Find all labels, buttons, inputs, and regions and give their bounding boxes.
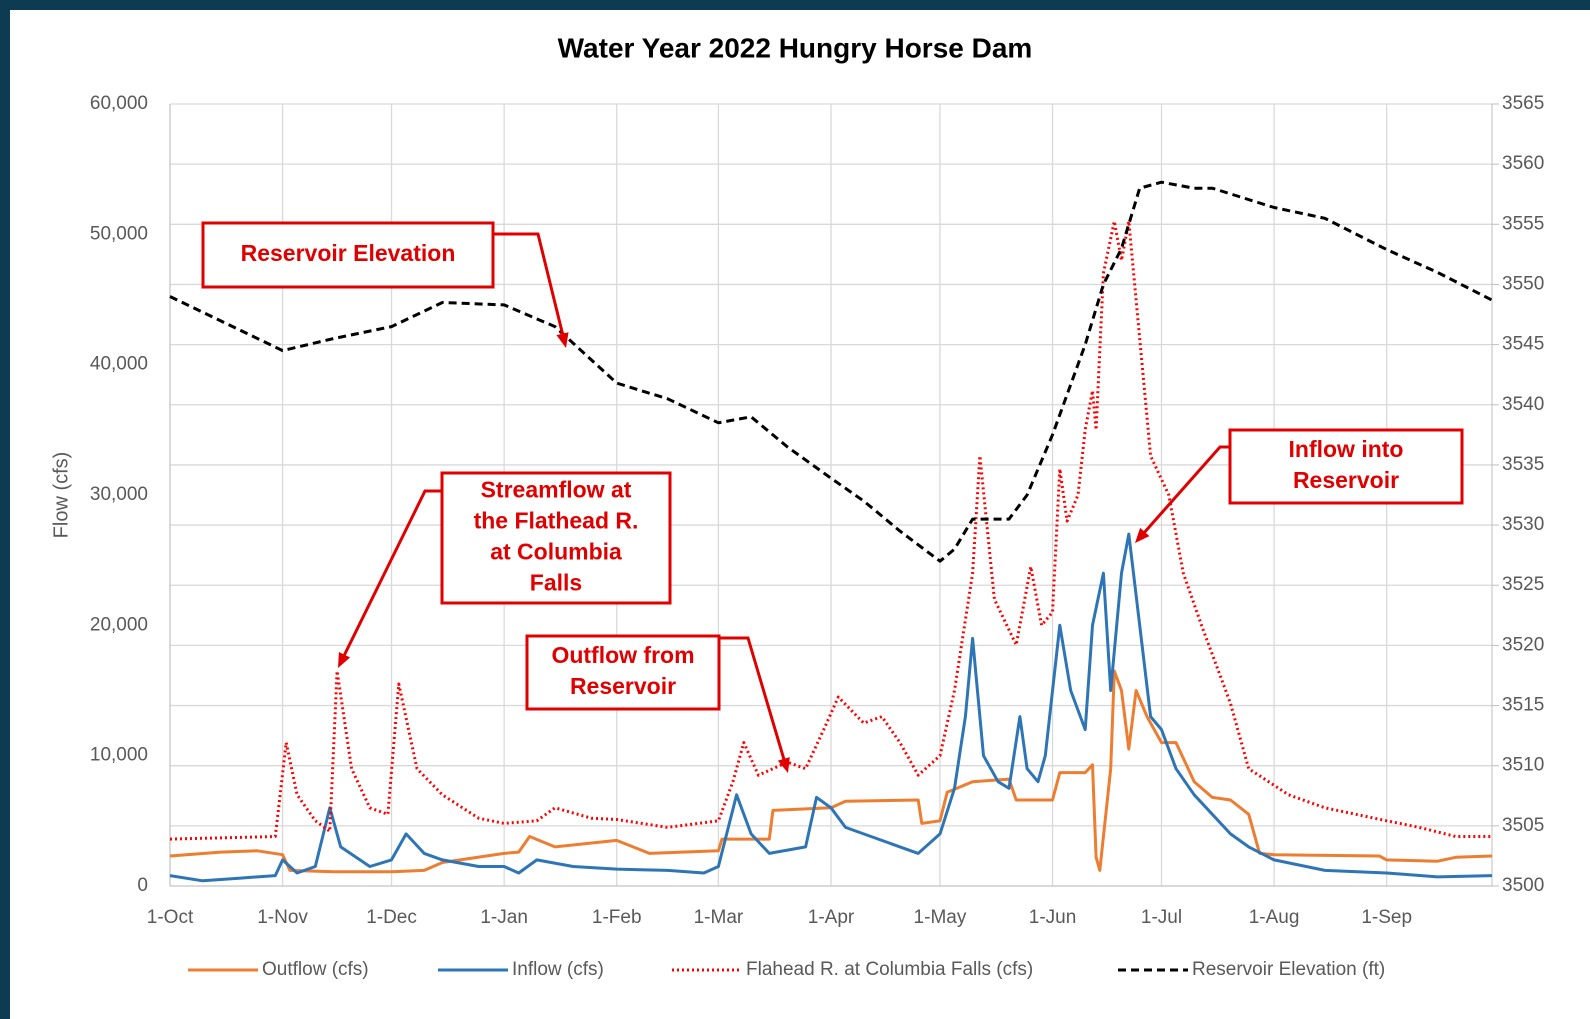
annotation-text: Reservoir xyxy=(570,673,676,699)
x-tick-label: 1-Dec xyxy=(366,907,417,928)
y2-tick-label: 3560 xyxy=(1502,153,1544,174)
x-tick-label: 1-Nov xyxy=(257,907,308,928)
legend-label: Flahead R. at Columbia Falls (cfs) xyxy=(746,959,1033,980)
series-line xyxy=(169,532,1493,883)
y2-tick-label: 3505 xyxy=(1502,815,1544,836)
annotation-box xyxy=(1228,428,1464,505)
y2-tick-label: 3535 xyxy=(1502,454,1544,475)
annotation-box xyxy=(440,471,672,605)
y2-tick-label: 3565 xyxy=(1502,93,1544,114)
y-tick-label: 30,000 xyxy=(90,484,148,505)
annotation-text: Streamflow at xyxy=(481,477,632,503)
annotation-text: Reservoir Elevation xyxy=(241,240,456,266)
annotation-box xyxy=(525,634,721,711)
annotation-arrow xyxy=(1140,445,1230,537)
y2-tick-label: 3530 xyxy=(1502,514,1544,535)
x-tick-label: 1-May xyxy=(914,907,967,928)
legend-label: Reservoir Elevation (ft) xyxy=(1192,959,1385,980)
x-tick-label: 1-Aug xyxy=(1249,907,1300,928)
annotation-arrowhead xyxy=(1135,527,1150,543)
y2-tick-label: 3525 xyxy=(1502,574,1544,595)
y2-tick-label: 3550 xyxy=(1502,273,1544,294)
y2-tick-label: 3555 xyxy=(1502,213,1544,234)
annotation-text: at Columbia xyxy=(490,539,622,565)
y-tick-label: 40,000 xyxy=(90,354,148,375)
x-tick-label: 1-Apr xyxy=(808,907,855,928)
annotation-text: Reservoir xyxy=(1293,467,1399,493)
annotation-arrow xyxy=(719,636,787,764)
legend-label: Outflow (cfs) xyxy=(262,959,369,980)
x-tick-label: 1-Oct xyxy=(147,907,194,928)
x-tick-label: 1-Sep xyxy=(1361,907,1412,928)
annotation-arrowhead xyxy=(556,332,569,348)
y-tick-label: 50,000 xyxy=(90,223,148,244)
annotation-text: Falls xyxy=(530,570,582,596)
annotation-box xyxy=(201,221,495,289)
series-line xyxy=(169,219,1492,841)
x-tick-label: 1-Feb xyxy=(592,907,642,928)
x-tick-label: 1-Jul xyxy=(1141,907,1182,928)
annotation-text: the Flathead R. xyxy=(474,508,639,534)
chart-background xyxy=(10,10,1590,1019)
x-tick-label: 1-Jan xyxy=(480,907,528,928)
legend-label: Inflow (cfs) xyxy=(512,959,604,980)
x-tick-label: 1-Mar xyxy=(694,907,744,928)
annotation-arrow xyxy=(493,232,566,339)
y-tick-label: 10,000 xyxy=(90,745,148,766)
y-tick-label: 20,000 xyxy=(90,614,148,635)
annotation-arrow xyxy=(341,489,442,660)
y2-tick-label: 3545 xyxy=(1502,334,1544,355)
y2-tick-label: 3540 xyxy=(1502,394,1544,415)
y2-tick-label: 3515 xyxy=(1502,695,1544,716)
annotation-text: Inflow into xyxy=(1289,436,1404,462)
y2-tick-label: 3520 xyxy=(1502,634,1544,655)
x-tick-label: 1-Jun xyxy=(1029,907,1077,928)
chart-title: Water Year 2022 Hungry Horse Dam xyxy=(558,32,1033,63)
y-axis-label: Flow (cfs) xyxy=(50,452,72,539)
y2-tick-label: 3500 xyxy=(1502,875,1544,896)
annotation-text: Outflow from xyxy=(551,642,694,668)
annotation-arrowhead xyxy=(777,757,790,773)
annotation-arrowhead xyxy=(338,652,351,668)
y-tick-label: 0 xyxy=(137,875,148,896)
y-tick-label: 60,000 xyxy=(90,93,148,114)
y2-tick-label: 3510 xyxy=(1502,755,1544,776)
